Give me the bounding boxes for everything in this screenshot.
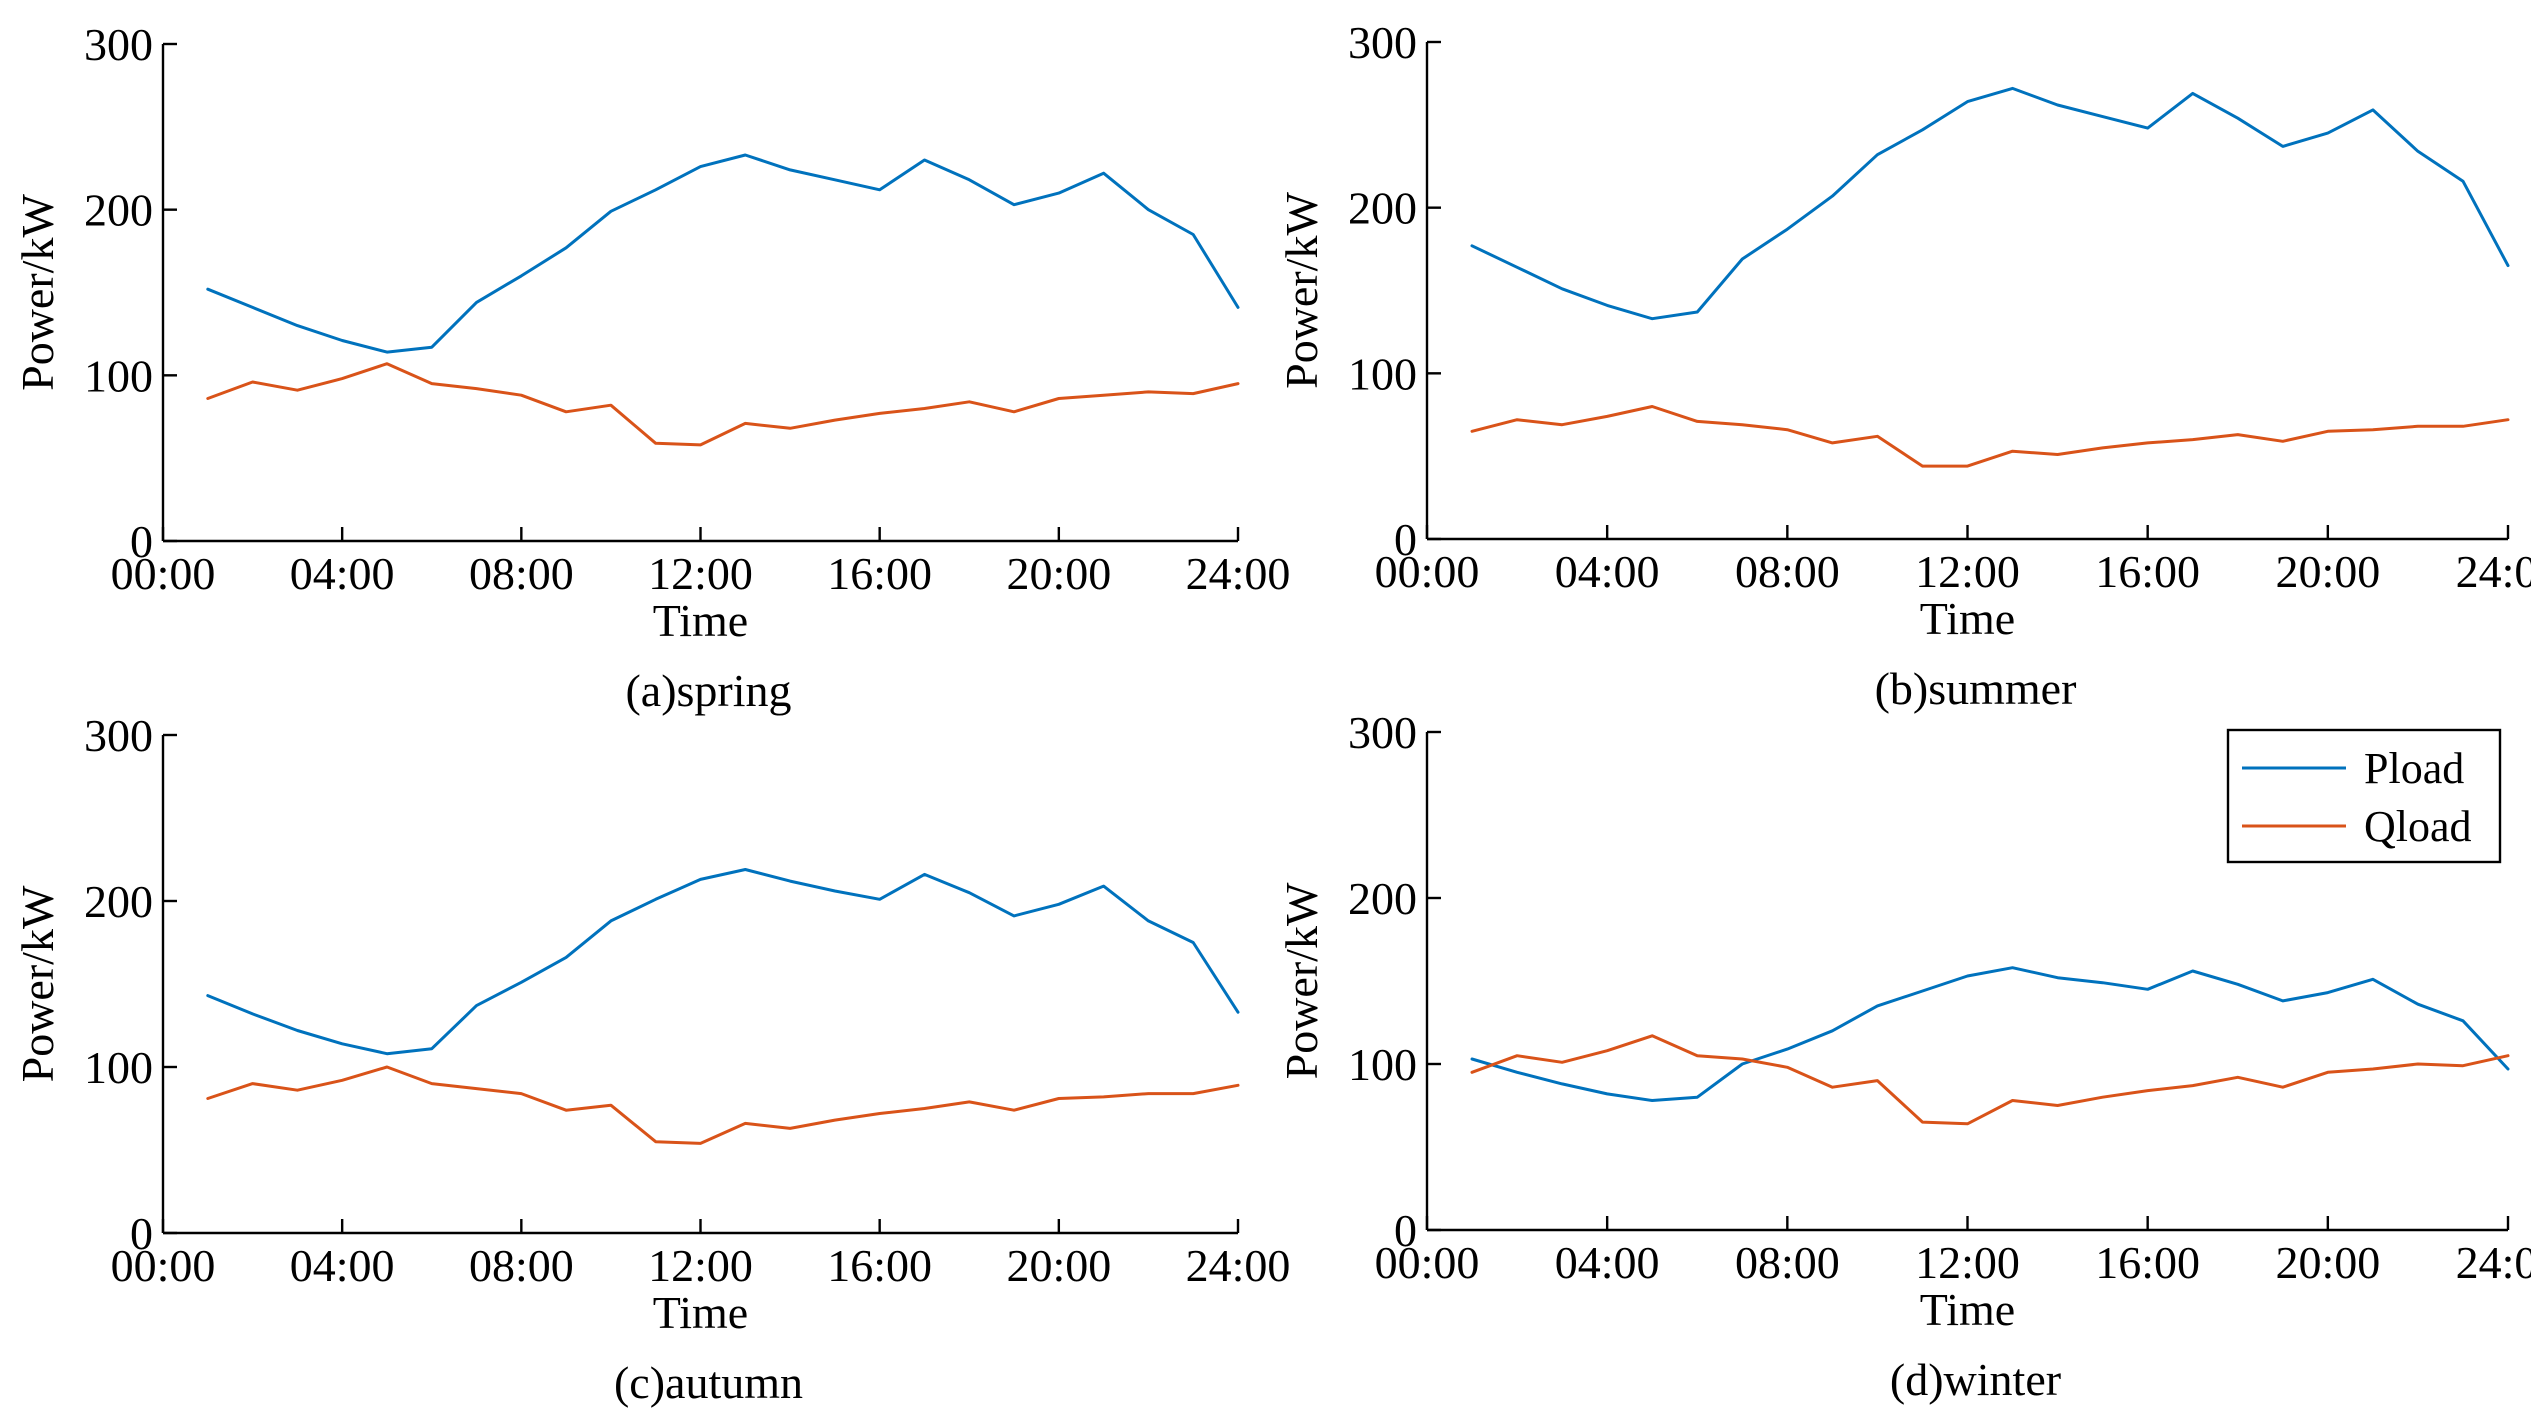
x-tick-label: 04:00 <box>290 548 395 599</box>
series-line-qload <box>1470 405 2510 468</box>
x-tick-label: 12:00 <box>648 1240 753 1291</box>
y-tick-label: 0 <box>130 1208 153 1259</box>
y-tick-label: 200 <box>84 876 153 927</box>
y-tick-label: 200 <box>1348 183 1417 234</box>
panel-caption: (c)autumn <box>614 1357 803 1408</box>
y-axis-label: Power/kW <box>12 194 63 391</box>
x-tick-label: 04:00 <box>290 1240 395 1291</box>
y-tick-label: 100 <box>84 350 153 401</box>
y-tick-label: 200 <box>84 185 153 236</box>
legend-label-pload: Pload <box>2364 744 2464 793</box>
series-line-pload <box>206 868 1240 1056</box>
y-tick-label: 300 <box>84 710 153 761</box>
x-tick-label: 20:00 <box>1006 548 1111 599</box>
x-tick-label: 16:00 <box>2095 1237 2200 1288</box>
x-tick-label: 24:00 <box>1186 548 1291 599</box>
x-axis-label: Time <box>653 1287 748 1338</box>
x-tick-label: 16:00 <box>827 548 932 599</box>
x-tick-label: 08:00 <box>1735 1237 1840 1288</box>
y-tick-label: 100 <box>1348 348 1417 399</box>
x-tick-label: 24:00 <box>1186 1240 1291 1291</box>
x-tick-label: 08:00 <box>1735 546 1840 597</box>
y-tick-label: 100 <box>84 1042 153 1093</box>
x-tick-label: 08:00 <box>469 548 574 599</box>
x-axis-label: Time <box>1920 593 2015 644</box>
y-tick-label: 300 <box>1348 17 1417 68</box>
x-tick-label: 20:00 <box>1006 1240 1111 1291</box>
chart-a-spring: 0 100 200 300 00:00 04:00 08:00 12:00 16:00 20:00… <box>12 19 1290 716</box>
series-line-qload <box>206 362 1240 447</box>
series-line-pload <box>206 153 1240 354</box>
y-tick-label: 0 <box>130 516 153 567</box>
y-tick-label: 100 <box>1348 1039 1417 1090</box>
x-axis-label: Time <box>1920 1284 2015 1335</box>
x-tick-label: 08:00 <box>469 1240 574 1291</box>
x-tick-label: 12:00 <box>1915 1237 2020 1288</box>
series-line-qload <box>1470 1034 2510 1126</box>
series-line-pload <box>1470 86 2510 321</box>
x-tick-label: 24:00 <box>2456 546 2531 597</box>
panel-caption: (d)winter <box>1890 1354 2061 1405</box>
x-tick-label: 16:00 <box>827 1240 932 1291</box>
x-tick-label: 12:00 <box>648 548 753 599</box>
y-tick-label: 300 <box>84 19 153 70</box>
chart-b-summer: 0 100 200 300 00:00 04:00 08:00 12:00 16:00 20:00… <box>1276 17 2531 714</box>
chart-c-autumn: 0 100 200 300 00:00 04:00 08:00 12:00 16:00 20:00… <box>12 710 1290 1408</box>
y-tick-label: 0 <box>1394 1205 1417 1256</box>
y-tick-label: 0 <box>1394 514 1417 565</box>
x-tick-label: 04:00 <box>1555 546 1660 597</box>
x-tick-label: 16:00 <box>2095 546 2200 597</box>
series-line-qload <box>206 1065 1240 1145</box>
x-tick-label: 00:00 <box>111 548 216 599</box>
y-tick-label: 300 <box>1348 707 1417 758</box>
y-axis-label: Power/kW <box>1276 882 1327 1079</box>
panel-caption: (a)spring <box>625 665 791 716</box>
y-axis-label: Power/kW <box>1276 192 1327 389</box>
x-tick-label: 00:00 <box>111 1240 216 1291</box>
legend: Pload Qload <box>2226 728 2502 864</box>
x-tick-label: 00:00 <box>1375 1237 1480 1288</box>
y-axis-label: Power/kW <box>12 885 63 1082</box>
x-tick-label: 04:00 <box>1555 1237 1660 1288</box>
x-tick-label: 20:00 <box>2275 546 2380 597</box>
y-tick-label: 200 <box>1348 873 1417 924</box>
x-tick-label: 24:00 <box>2456 1237 2531 1288</box>
x-axis-label: Time <box>653 595 748 646</box>
x-tick-label: 20:00 <box>2275 1237 2380 1288</box>
chart-d-winter: 0 100 200 300 00:00 04:00 08:00 12:00 16:00 20:00… <box>1276 707 2531 1405</box>
x-tick-label: 12:00 <box>1915 546 2020 597</box>
legend-box <box>2226 728 2502 864</box>
panel-caption: (b)summer <box>1875 663 2077 714</box>
x-tick-label: 00:00 <box>1375 546 1480 597</box>
series-line-pload <box>1470 966 2510 1102</box>
legend-label-qload: Qload <box>2364 802 2472 851</box>
